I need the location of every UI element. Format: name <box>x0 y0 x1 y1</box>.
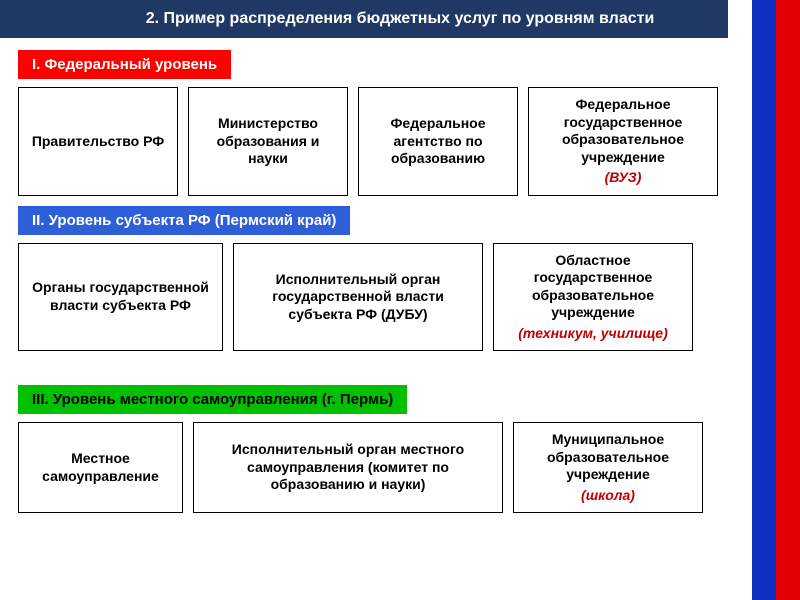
box-label: Исполнительный орган местного самоуправл… <box>200 441 496 494</box>
box-ministry-education: Министерство образования и науки <box>188 87 348 196</box>
slide-title: 2. Пример распределения бюджетных услуг … <box>0 0 800 38</box>
box-executive-local: Исполнительный орган местного самоуправл… <box>193 422 503 513</box>
box-note: (ВУЗ) <box>535 169 711 187</box>
content-area: I. Федеральный уровень Правительство РФ … <box>0 38 740 513</box>
level-1-row: Правительство РФ Министерство образовани… <box>18 87 722 196</box>
level-3-header: III. Уровень местного самоуправления (г.… <box>18 385 407 414</box>
box-label: Местное самоуправление <box>25 450 176 485</box>
box-label: Органы государственной власти субъекта Р… <box>25 279 216 314</box>
level-2-row: Органы государственной власти субъекта Р… <box>18 243 722 352</box>
box-label: Федеральное государственное образователь… <box>535 96 711 166</box>
level-3-row: Местное самоуправление Исполнительный ор… <box>18 422 722 513</box>
box-label: Муниципальное образовательное учреждение <box>520 431 696 484</box>
flag-stripe-white <box>728 0 752 600</box>
box-subject-authorities: Органы государственной власти субъекта Р… <box>18 243 223 352</box>
box-label: Правительство РФ <box>25 133 171 151</box>
box-local-selfgov: Местное самоуправление <box>18 422 183 513</box>
level-2-header: II. Уровень субъекта РФ (Пермский край) <box>18 206 350 235</box>
box-government-rf: Правительство РФ <box>18 87 178 196</box>
box-note: (школа) <box>520 487 696 505</box>
box-label: Федеральное агентство по образованию <box>365 115 511 168</box>
box-label: Министерство образования и науки <box>195 115 341 168</box>
level-1-header: I. Федеральный уровень <box>18 50 231 79</box>
box-label: Исполнительный орган государственной вла… <box>240 271 476 324</box>
box-municipal-institution: Муниципальное образовательное учреждение… <box>513 422 703 513</box>
box-federal-institution: Федеральное государственное образователь… <box>528 87 718 196</box>
box-note: (техникум, училище) <box>500 325 686 343</box>
box-regional-institution: Областное государственное образовательно… <box>493 243 693 352</box>
flag-stripe-red <box>776 0 800 600</box>
box-label: Областное государственное образовательно… <box>500 252 686 322</box>
box-federal-agency: Федеральное агентство по образованию <box>358 87 518 196</box>
box-executive-subject: Исполнительный орган государственной вла… <box>233 243 483 352</box>
flag-stripe-blue <box>752 0 776 600</box>
